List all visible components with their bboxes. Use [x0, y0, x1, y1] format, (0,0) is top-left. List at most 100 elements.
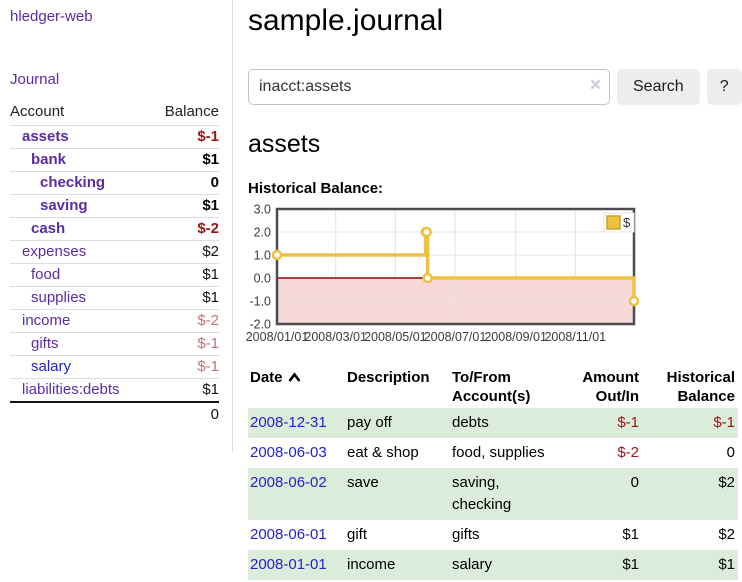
- main-content: sample.journal × Search ? assets Histori…: [246, 0, 742, 580]
- account-row: checking 0: [10, 171, 219, 195]
- account-row: food $1: [10, 263, 219, 287]
- x-axis-tick-label: 2008/11/01: [544, 330, 606, 344]
- account-row: saving $1: [10, 194, 219, 218]
- sidebar-account-balance: $1: [202, 151, 219, 168]
- sidebar-account-balance: $-1: [197, 128, 219, 145]
- sidebar-account-balance: $1: [202, 289, 219, 306]
- transaction-description: save: [347, 474, 379, 491]
- account-row: assets $-1: [10, 125, 219, 149]
- transaction-date-link[interactable]: 2008-12-31: [250, 414, 327, 431]
- register-row: 2008-06-01 gift gifts $1 $2: [248, 520, 738, 550]
- register-row: 2008-06-02 save saving, checking 0 $2: [248, 468, 738, 520]
- sidebar: hledger-web Journal Account Balance asse…: [0, 0, 233, 452]
- sidebar-account-link[interactable]: liabilities:debts: [22, 381, 120, 398]
- x-axis-tick-label: 2008/07/01: [424, 330, 487, 344]
- page-title: sample.journal: [248, 4, 444, 37]
- accounts-total-row: 0: [10, 402, 219, 427]
- x-axis-tick-label: 2008/09/01: [484, 330, 547, 344]
- register-table: Date Description To/From Account(s) Amou…: [248, 366, 738, 580]
- sidebar-account-balance: $1: [202, 197, 219, 214]
- sidebar-account-balance: $-1: [197, 358, 219, 375]
- sidebar-account-link[interactable]: assets: [22, 128, 69, 145]
- register-header-date-label: Date: [250, 369, 283, 386]
- y-axis-tick-label: 0.0: [254, 272, 271, 286]
- data-point: [421, 226, 432, 238]
- transaction-date-link[interactable]: 2008-06-01: [250, 526, 327, 543]
- sidebar-account-balance: 0: [210, 174, 219, 191]
- account-row: salary $-1: [10, 355, 219, 379]
- sidebar-account-link[interactable]: food: [31, 266, 61, 283]
- register-row: 2008-01-01 income salary $1 $1: [248, 550, 738, 580]
- brand-link[interactable]: hledger-web: [10, 8, 93, 25]
- transaction-description: pay off: [347, 414, 392, 431]
- sidebar-account-link[interactable]: gifts: [31, 335, 59, 352]
- sidebar-item-journal[interactable]: Journal: [10, 71, 60, 88]
- data-point: [271, 249, 283, 261]
- legend-swatch: [606, 215, 621, 230]
- transaction-amount: $-2: [617, 444, 639, 461]
- sidebar-account-balance: $-2: [197, 220, 219, 237]
- register-header-amount: Amount Out/In: [582, 369, 639, 405]
- sidebar-account-link[interactable]: salary: [31, 358, 72, 375]
- transaction-balance: $2: [718, 474, 735, 491]
- sidebar-account-link[interactable]: income: [22, 312, 71, 329]
- sidebar-account-balance: $1: [202, 381, 219, 398]
- sidebar-account-link[interactable]: checking: [40, 174, 106, 191]
- sidebar-account-balance: $-2: [197, 312, 219, 329]
- transaction-amount: 0: [630, 474, 639, 491]
- x-axis-tick-label: 2008/03/01: [304, 330, 367, 344]
- x-axis-tick-label: 2008/01/01: [246, 330, 309, 344]
- y-axis-tick-label: 3.0: [254, 203, 271, 217]
- account-row: expenses $2: [10, 240, 219, 264]
- transaction-description: eat & shop: [347, 444, 419, 461]
- clear-search-icon[interactable]: ×: [589, 75, 601, 96]
- sort-ascending-icon: [287, 372, 301, 382]
- transaction-accounts: debts: [452, 414, 489, 431]
- x-axis-tick-label: 2008/05/01: [364, 330, 427, 344]
- register-header-balance: Historical Balance: [666, 369, 735, 405]
- search-input[interactable]: [248, 69, 610, 105]
- transaction-description: income: [347, 556, 396, 573]
- search-button[interactable]: Search: [617, 69, 700, 105]
- transaction-accounts: gifts: [452, 526, 480, 543]
- transaction-date-link[interactable]: 2008-01-01: [250, 556, 327, 573]
- register-header-accounts: To/From Account(s): [452, 369, 531, 405]
- register-header-date[interactable]: Date: [248, 366, 345, 408]
- sidebar-account-balance: $-1: [197, 335, 219, 352]
- accounts-header-balance: Balance: [164, 103, 219, 120]
- help-button[interactable]: ?: [706, 69, 742, 105]
- transaction-balance: 0: [726, 444, 735, 461]
- y-axis-tick-label: -2.0: [249, 318, 271, 332]
- sidebar-account-balance: $1: [202, 266, 219, 283]
- accounts-body: assets $-1 bank $1 checking 0 saving $1 cash $-2 e…: [10, 125, 219, 403]
- sidebar-account-link[interactable]: supplies: [31, 289, 87, 306]
- accounts-total-balance: 0: [210, 406, 219, 423]
- sidebar-account-link[interactable]: expenses: [22, 243, 87, 260]
- data-point: [628, 295, 640, 307]
- sidebar-account-balance: $2: [202, 243, 219, 260]
- y-axis-tick-label: 1.0: [254, 249, 271, 263]
- sidebar-account-link[interactable]: bank: [31, 151, 67, 168]
- transaction-date-link[interactable]: 2008-06-02: [250, 474, 327, 491]
- historical-balance-chart: $3.0 2.0 1.0 0.0 -1.0 -2.02008/01/012008/03/0…: [246, 203, 640, 344]
- transaction-balance: $-1: [713, 414, 735, 431]
- accounts-total-spacer: [10, 402, 150, 427]
- register-header-description: Description: [347, 369, 430, 386]
- chart-title: Historical Balance:: [248, 180, 384, 197]
- transaction-description: gift: [347, 526, 368, 543]
- transaction-date-link[interactable]: 2008-06-03: [250, 444, 327, 461]
- accounts-header-account: Account: [10, 103, 65, 120]
- account-row: income $-2: [10, 309, 219, 333]
- sidebar-account-link[interactable]: cash: [31, 220, 66, 237]
- register-row: 2008-12-31 pay off debts $-1 $-1: [248, 408, 738, 438]
- register-row: 2008-06-03 eat & shop food, supplies $-2 0: [248, 438, 738, 468]
- transaction-accounts: salary: [452, 556, 493, 573]
- account-row: supplies $1: [10, 286, 219, 310]
- sidebar-account-link[interactable]: saving: [40, 197, 88, 214]
- account-row: liabilities:debts $1: [10, 378, 219, 403]
- register-body: 2008-12-31 pay off debts $-1 $-1 2008-06-03 ea…: [248, 408, 738, 580]
- account-row: cash $-2: [10, 217, 219, 241]
- y-axis-tick-label: -1.0: [249, 295, 271, 309]
- account-row: gifts $-1: [10, 332, 219, 356]
- transaction-balance: $2: [718, 526, 735, 543]
